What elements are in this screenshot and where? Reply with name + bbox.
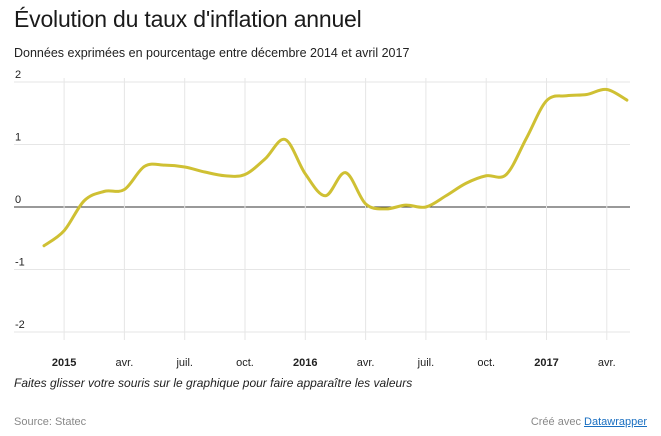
data-point[interactable]: -0.38 xyxy=(59,226,69,236)
x-tick-label: avr. xyxy=(116,357,134,369)
x-tick-label: juil. xyxy=(175,357,193,369)
data-point[interactable]: 0.53 xyxy=(300,169,310,179)
data-point[interactable]: 1.08 xyxy=(280,135,290,145)
data-point[interactable]: -0.03 xyxy=(381,204,391,214)
data-point[interactable]: 0.77 xyxy=(260,154,270,164)
y-axis: -2 -1 0 1 2 xyxy=(15,70,25,331)
data-point[interactable]: 0.67 xyxy=(160,160,170,170)
data-point[interactable]: 0.65 xyxy=(140,161,150,171)
x-tick-label: 2015 xyxy=(52,357,76,369)
data-point[interactable]: 0.1 xyxy=(79,196,89,206)
data-point[interactable]: 0.5 xyxy=(481,171,491,181)
datawrapper-link[interactable]: Datawrapper xyxy=(584,416,647,428)
data-point[interactable]: 0.56 xyxy=(200,167,210,177)
data-point[interactable]: 1.78 xyxy=(562,91,572,101)
x-tick-label: avr. xyxy=(357,357,375,369)
x-tick-label: oct. xyxy=(236,357,254,369)
data-point[interactable]: 0.18 xyxy=(320,191,330,201)
y-tick-label: 2 xyxy=(15,70,21,81)
data-point[interactable]: 1.88 xyxy=(602,85,612,95)
interaction-hint: Faites glisser votre souris sur le graph… xyxy=(14,376,413,390)
data-point[interactable]: 1.71 xyxy=(622,95,632,105)
source-label: Source: Statec xyxy=(14,416,87,428)
x-tick-label: oct. xyxy=(477,357,495,369)
chart-subtitle: Données exprimées en pourcentage entre d… xyxy=(14,46,410,60)
series-line[interactable] xyxy=(42,87,629,248)
credit: Créé avec Datawrapper xyxy=(531,416,647,428)
y-tick-label: 1 xyxy=(15,132,21,144)
data-point[interactable]: 0.25 xyxy=(99,186,109,196)
data-point[interactable]: 0.28 xyxy=(119,185,129,195)
x-tick-label: 2016 xyxy=(293,357,317,369)
x-tick-label: juil. xyxy=(417,357,435,369)
data-point[interactable]: 0.03 xyxy=(401,200,411,210)
y-tick-label: -1 xyxy=(15,257,25,269)
data-point[interactable]: 0.5 xyxy=(220,171,230,181)
y-tick-label: 0 xyxy=(15,194,21,206)
data-point[interactable]: -0.62 xyxy=(39,241,49,251)
data-point[interactable]: 0.64 xyxy=(180,162,190,172)
line-chart[interactable]: -2 -1 0 1 2 2015 avr. juil. oct. 2016 avr. juil. oc… xyxy=(0,70,661,370)
x-axis: 2015 avr. juil. oct. 2016 avr. juil. oct. 2017 av… xyxy=(52,357,616,369)
x-tick-label: avr. xyxy=(598,357,616,369)
credit-prefix: Créé avec xyxy=(530,416,581,428)
data-point[interactable]: 0 xyxy=(421,202,431,212)
data-point[interactable]: 1.7 xyxy=(542,96,552,106)
data-point[interactable]: 0.52 xyxy=(240,170,250,180)
gridlines xyxy=(14,78,630,340)
data-point[interactable]: 0.38 xyxy=(461,178,471,188)
data-point[interactable]: 1.1 xyxy=(521,133,531,143)
chart-title: Évolution du taux d'inflation annuel xyxy=(14,6,362,32)
data-point[interactable]: 0.52 xyxy=(501,170,511,180)
series-group[interactable]: -0.62 -0.38 0.1 0.25 0.28 0.65 0.67 0.64 0.56 0.5… xyxy=(39,85,632,251)
data-point[interactable]: 1.8 xyxy=(582,90,592,100)
y-tick-label: -2 xyxy=(15,319,25,331)
data-point[interactable]: 0.05 xyxy=(361,199,371,209)
data-point[interactable]: 0.55 xyxy=(341,168,351,178)
data-point[interactable]: 0.18 xyxy=(441,191,451,201)
x-tick-label: 2017 xyxy=(534,357,558,369)
